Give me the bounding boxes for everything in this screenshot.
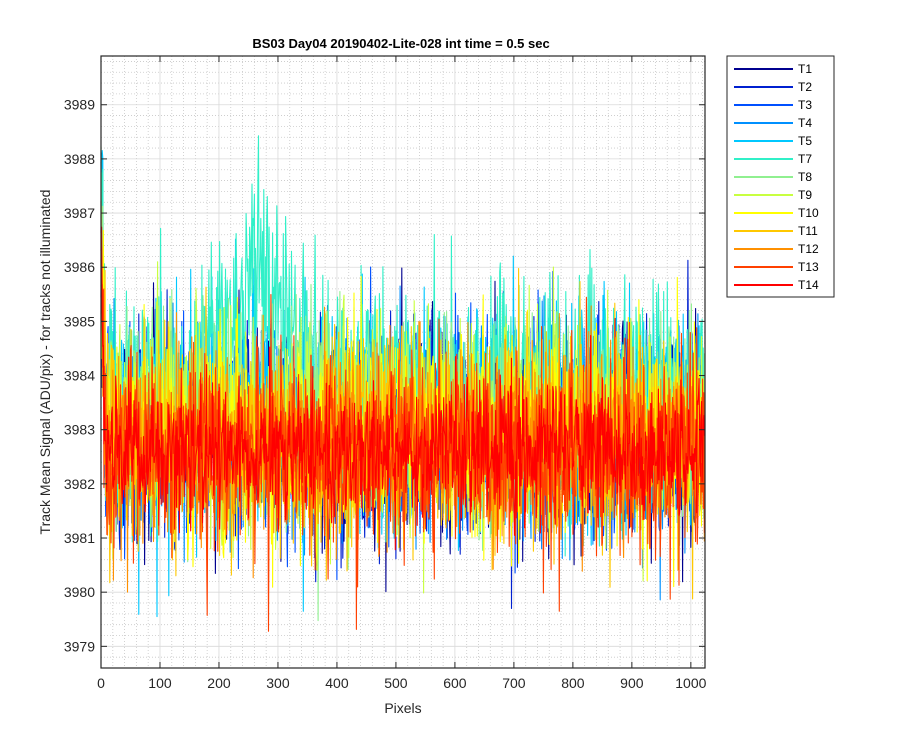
y-tick-label: 3985 [64, 313, 95, 329]
legend-label-t1: T1 [798, 62, 812, 76]
chart-title: BS03 Day04 20190402-Lite-028 int time = … [252, 36, 549, 51]
legend: T1 T2 T3 T4 T5 T7 T8 T9 T10 T11 T12 T13 T14 [726, 55, 835, 298]
x-tick-label: 600 [443, 675, 467, 691]
y-axis-label: Track Mean Signal (ADU/pix) - for tracks… [37, 190, 53, 535]
x-axis-label: Pixels [384, 700, 421, 716]
x-tick-label: 500 [384, 675, 408, 691]
legend-label-t14: T14 [798, 278, 819, 292]
x-tick-label: 800 [561, 675, 585, 691]
y-tick-label: 3983 [64, 422, 95, 438]
x-tick-label: 700 [502, 675, 526, 691]
x-axis: 0 100 200 300 400 500 600 700 800 900 1000 [97, 56, 707, 691]
x-tick-label: 100 [148, 675, 172, 691]
y-tick-label: 3979 [64, 638, 95, 654]
legend-label-t8: T8 [798, 170, 812, 184]
legend-label-t10: T10 [798, 206, 819, 220]
legend-label-t7: T7 [798, 152, 812, 166]
y-axis: 3979 3980 3981 3982 3983 3984 3985 3986 3987 3988… [64, 97, 705, 654]
legend-label-t13: T13 [798, 260, 819, 274]
y-tick-label: 3980 [64, 584, 95, 600]
y-tick-label: 3984 [64, 368, 95, 384]
x-tick-label: 200 [207, 675, 231, 691]
x-tick-label: 0 [97, 675, 105, 691]
y-tick-label: 3988 [64, 151, 95, 167]
y-tick-label: 3981 [64, 530, 95, 546]
legend-label-t4: T4 [798, 116, 812, 130]
series-lines [100, 135, 705, 632]
y-tick-label: 3982 [64, 476, 95, 492]
x-tick-label: 900 [620, 675, 644, 691]
legend-label-t3: T3 [798, 98, 812, 112]
x-tick-label: 1000 [675, 675, 706, 691]
legend-label-t11: T11 [798, 224, 818, 238]
legend-label-t9: T9 [798, 188, 812, 202]
legend-label-t12: T12 [798, 242, 819, 256]
legend-label-t2: T2 [798, 80, 812, 94]
x-tick-label: 300 [266, 675, 290, 691]
plot-frame [100, 55, 706, 669]
axes: 0 100 200 300 400 500 600 700 800 900 1000 3979 398… [64, 55, 707, 691]
y-tick-label: 3987 [64, 205, 95, 221]
y-tick-label: 3986 [64, 259, 95, 275]
legend-label-t5: T5 [798, 134, 812, 148]
series-line-t14 [100, 226, 705, 551]
y-tick-label: 3989 [64, 97, 95, 113]
x-tick-label: 400 [325, 675, 349, 691]
